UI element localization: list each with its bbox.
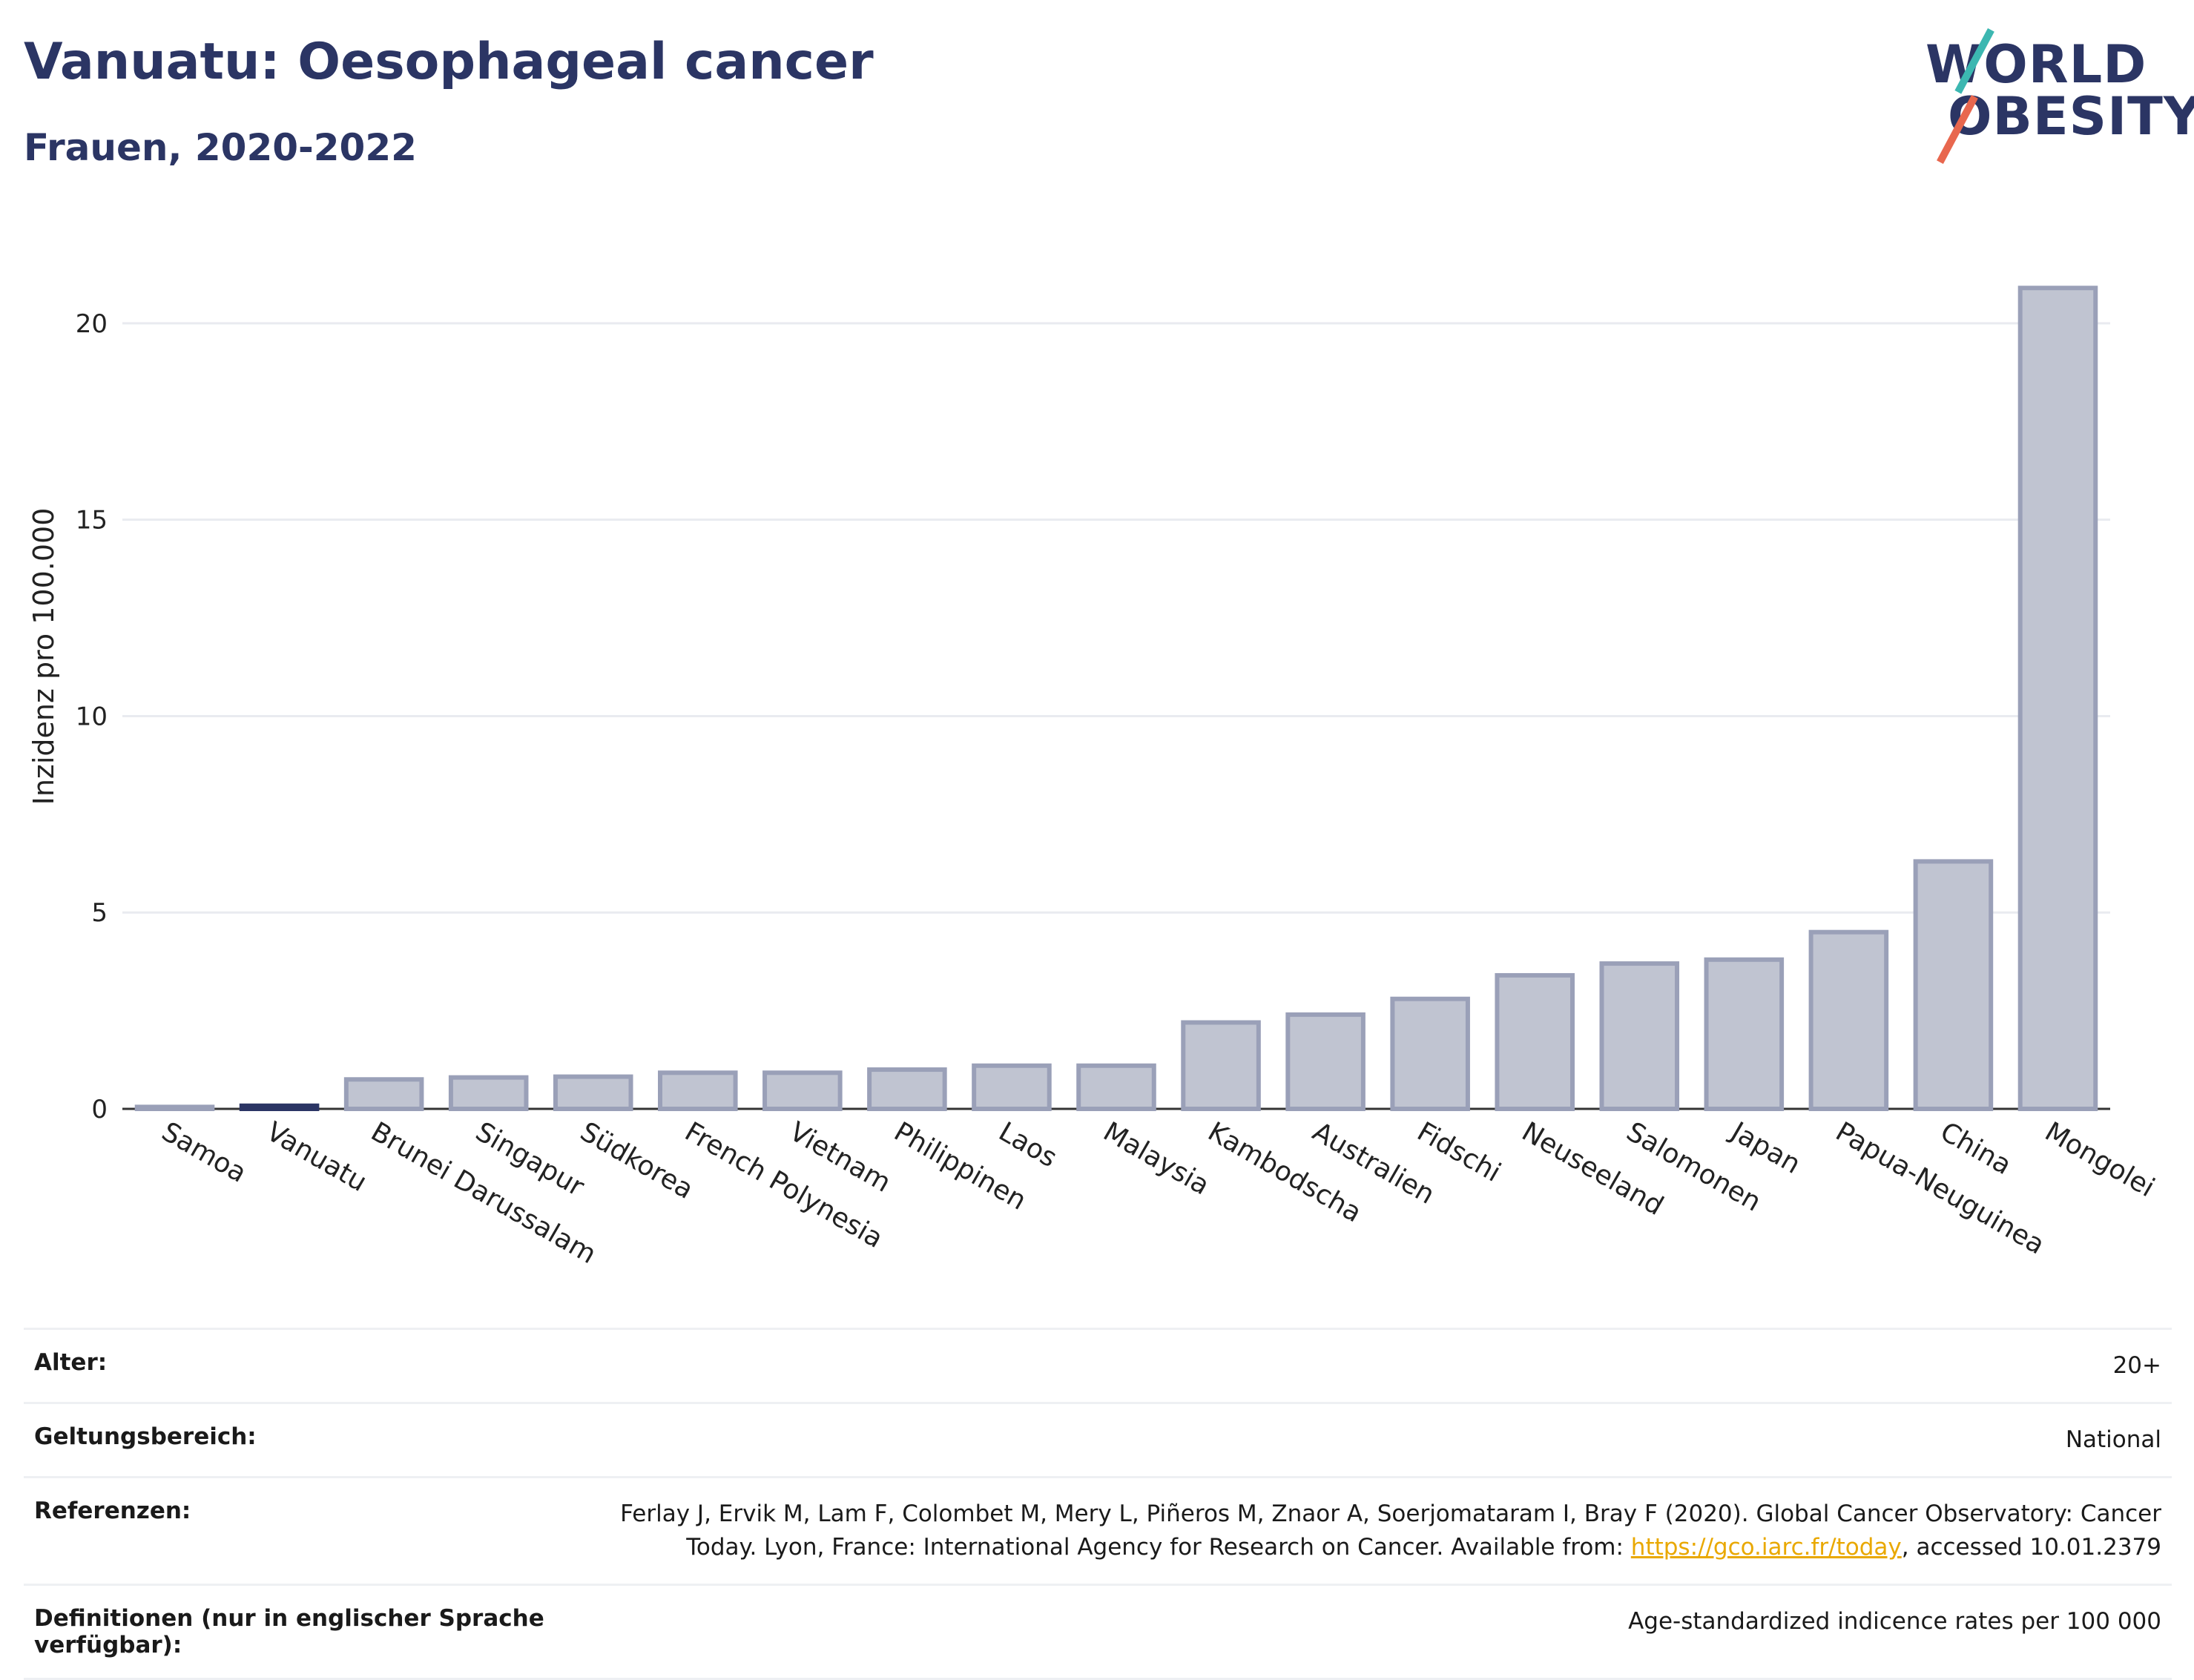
bar-french-polynesia <box>658 1070 738 1112</box>
scope-label: Geltungsbereich: <box>34 1423 257 1450</box>
y-axis-ticks: 0 5 10 15 20 <box>76 309 108 1124</box>
x-tick-label: Samoa <box>157 1116 251 1189</box>
bar-australien <box>1285 1012 1366 1111</box>
logo-line-2: OBESITY <box>1948 86 2194 147</box>
x-tick-label: China <box>1935 1116 2017 1181</box>
world-obesity-logo: WORLD OBESITY <box>1925 22 2194 164</box>
bar-laos <box>972 1063 1052 1111</box>
bar-s-dkorea <box>553 1074 633 1111</box>
x-tick-label: French Polynesia <box>679 1116 888 1254</box>
age-label: Alter: <box>34 1349 108 1376</box>
bar-neuseeland <box>1495 972 1575 1112</box>
y-axis-label: Inzidenz pro 100.000 <box>27 508 60 806</box>
y-tick-label: 5 <box>91 898 108 928</box>
y-tick-label: 10 <box>76 702 108 731</box>
info-row-definitions: Definitionen (nur in englischer Sprache … <box>24 1583 2172 1680</box>
bar-malaysia <box>1076 1063 1156 1111</box>
info-row-references: Referenzen: Ferlay J, Ervik M, Lam F, Co… <box>24 1475 2172 1584</box>
reference-link[interactable]: https://gco.iarc.fr/today <box>1630 1533 1902 1561</box>
bar-samoa <box>134 1104 215 1112</box>
definitions-value: Age-standardized indicence rates per 100… <box>1628 1607 2161 1635</box>
bar-salomonen <box>1599 961 1680 1112</box>
references-label: Referenzen: <box>34 1497 191 1524</box>
reference-text-1: Ferlay J, Ervik M, Lam F, Colombet M, Me… <box>620 1500 2161 1527</box>
bar-vanuatu <box>239 1103 320 1112</box>
info-table: Alter: 20+ Geltungsbereich: National Ref… <box>24 1328 2172 1680</box>
scope-value: National <box>2065 1426 2161 1453</box>
y-tick-label: 15 <box>76 506 108 536</box>
x-tick-label: Vanuatu <box>261 1116 372 1198</box>
chart-title: Vanuatu: Oesophageal cancer <box>24 33 874 91</box>
reference-text-2: Today. Lyon, France: International Agenc… <box>686 1533 1631 1561</box>
bar-brunei-darussalam <box>343 1077 424 1111</box>
reference-text-3: , accessed 10.01.2379 <box>1901 1533 2161 1561</box>
y-tick-label: 0 <box>91 1095 108 1124</box>
bar-kambodscha <box>1181 1020 1261 1111</box>
y-tick-label: 20 <box>76 309 108 339</box>
x-tick-label: Mongolei <box>2040 1116 2160 1203</box>
bars <box>134 286 2098 1112</box>
x-tick-label: Laos <box>993 1116 1061 1173</box>
bar-vietnam <box>762 1070 843 1112</box>
age-value: 20+ <box>2112 1352 2161 1379</box>
info-row-scope: Geltungsbereich: National <box>24 1401 2172 1476</box>
x-tick-label: Japan <box>1724 1116 1805 1180</box>
bar-philippinen <box>867 1067 947 1111</box>
x-tick-label: Südkorea <box>575 1116 698 1205</box>
chart-subtitle: Frauen, 2020-2022 <box>24 126 417 169</box>
bar-japan <box>1704 957 1785 1111</box>
bar-china <box>1913 859 1994 1111</box>
bar-mongolei <box>2017 286 2098 1111</box>
bar-singapur <box>448 1075 529 1111</box>
x-tick-label: Malaysia <box>1098 1116 1215 1201</box>
info-row-age: Alter: 20+ <box>24 1328 2172 1402</box>
bar-papua-neuguinea <box>1808 929 1889 1111</box>
definitions-label: Definitionen (nur in englischer Sprache … <box>34 1604 544 1658</box>
bar-fidschi <box>1390 996 1470 1112</box>
references-value: Ferlay J, Ervik M, Lam F, Colombet M, Me… <box>620 1498 2161 1564</box>
